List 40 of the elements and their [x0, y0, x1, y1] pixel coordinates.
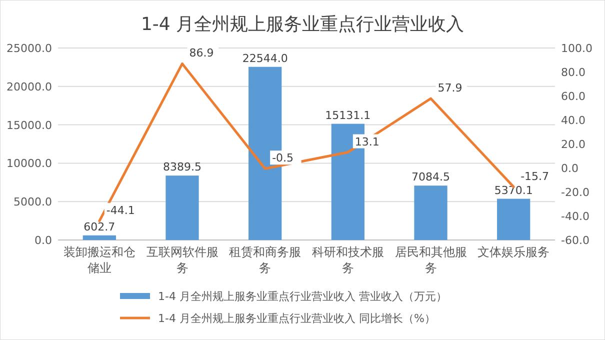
bar [414, 186, 448, 240]
chart-title: 1-4 月全州规上服务业重点行业营业收入 [140, 14, 464, 35]
x-tick-label: 租赁和商务服务 [229, 245, 302, 275]
y-tick-label: 20000.0 [6, 80, 52, 94]
data-label: -15.7 [520, 170, 550, 183]
y2-tick-label: 0.0 [561, 162, 578, 175]
data-label: 7084.5 [412, 170, 450, 184]
bar [497, 198, 530, 240]
data-label: -0.5 [272, 152, 294, 165]
y-tick-label: 0.0 [34, 234, 52, 247]
data-label: 86.9 [189, 46, 214, 60]
data-label: 8389.5 [163, 160, 202, 174]
y2-tick-label: -60.0 [561, 234, 590, 247]
y2-tick-label: -20.0 [561, 186, 590, 199]
y-tick-label: 15000.0 [6, 118, 52, 132]
bar [166, 176, 199, 240]
legend-label: 1-4 月全州规上服务业重点行业营业收入 同比增长（%） [158, 312, 436, 325]
y2-tick-label: 20.0 [561, 138, 586, 151]
data-label: 57.9 [438, 82, 462, 95]
x-tick-label: 科研和技术服务 [312, 245, 384, 275]
data-label: 5370.1 [494, 184, 533, 197]
y2-tick-label: 80.0 [561, 66, 586, 79]
data-label: 15131.1 [325, 108, 371, 122]
data-label: -44.1 [106, 204, 135, 217]
y-tick-label: 10000.0 [6, 157, 52, 170]
y2-tick-label: 40.0 [561, 114, 586, 127]
data-label: 22544.0 [242, 52, 288, 65]
data-label: 13.1 [354, 135, 380, 148]
data-label: 602.7 [84, 220, 116, 234]
x-tick-label: 装卸搬运和仓储业 [63, 245, 136, 275]
x-tick-label: 居民和其他服务 [394, 245, 467, 275]
y-tick-label: 5000.0 [14, 196, 52, 209]
y2-tick-label: 100.0 [561, 42, 592, 55]
x-tick-label: 文体娱乐服务 [478, 245, 550, 259]
bar [82, 235, 116, 240]
x-tick-label: 互联网软件服务 [146, 245, 218, 275]
legend-label: 1-4 月全州规上服务业重点行业营业收入 营业收入（万元） [158, 290, 447, 303]
y-tick-label: 25000.0 [6, 42, 52, 55]
y2-tick-label: -40.0 [561, 210, 590, 223]
y2-tick-label: 60.0 [561, 90, 586, 103]
